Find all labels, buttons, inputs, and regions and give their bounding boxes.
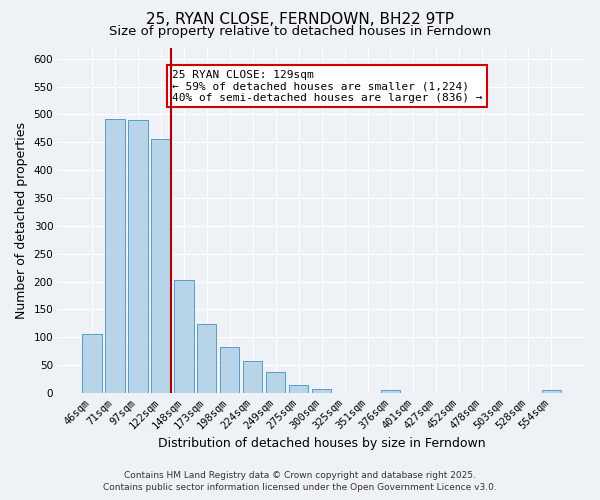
Bar — [243, 360, 262, 393]
Bar — [266, 372, 286, 393]
Text: 25 RYAN CLOSE: 129sqm
← 59% of detached houses are smaller (1,224)
40% of semi-d: 25 RYAN CLOSE: 129sqm ← 59% of detached … — [172, 70, 482, 103]
Bar — [197, 324, 217, 393]
Text: Size of property relative to detached houses in Ferndown: Size of property relative to detached ho… — [109, 25, 491, 38]
Bar — [220, 348, 239, 393]
Bar — [174, 280, 194, 393]
Bar — [312, 388, 331, 393]
Bar — [128, 120, 148, 393]
Text: 25, RYAN CLOSE, FERNDOWN, BH22 9TP: 25, RYAN CLOSE, FERNDOWN, BH22 9TP — [146, 12, 454, 28]
Y-axis label: Number of detached properties: Number of detached properties — [15, 122, 28, 318]
Bar — [542, 390, 561, 393]
Bar — [151, 140, 170, 393]
X-axis label: Distribution of detached houses by size in Ferndown: Distribution of detached houses by size … — [158, 437, 485, 450]
Bar — [289, 384, 308, 393]
Text: Contains HM Land Registry data © Crown copyright and database right 2025.
Contai: Contains HM Land Registry data © Crown c… — [103, 471, 497, 492]
Bar — [381, 390, 400, 393]
Bar — [82, 334, 101, 393]
Bar — [105, 119, 125, 393]
